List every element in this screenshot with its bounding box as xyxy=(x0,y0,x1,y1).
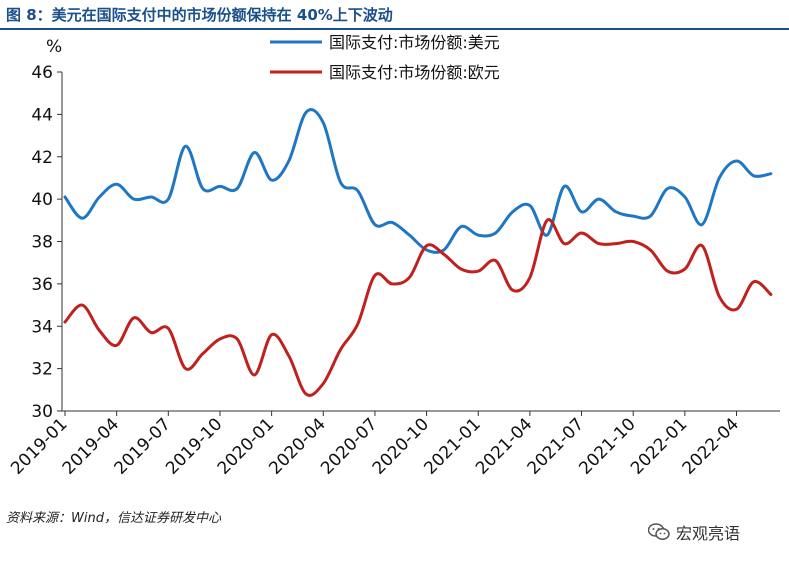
y-tick-label: 40 xyxy=(31,190,53,210)
y-tick-label: 34 xyxy=(31,317,53,337)
x-tick-label: 2021-04 xyxy=(472,414,536,478)
x-tick-label: 2021-01 xyxy=(420,414,484,478)
watermark-text: 宏观亮语 xyxy=(676,524,741,543)
y-tick-label: 44 xyxy=(31,105,53,125)
x-tick-label: 2022-01 xyxy=(627,414,691,478)
x-tick-label: 2021-10 xyxy=(575,414,639,478)
figure-title: 图 8：美元在国际支付中的市场份额保持在 40%上下波动 xyxy=(6,6,393,24)
line-chart: 30 32 34 36 38 40 42 44 46% 2019-012019-042019-07… xyxy=(7,33,780,479)
wechat-icon xyxy=(648,523,670,540)
y-axis-label: % xyxy=(46,37,62,57)
y-tick-label: 36 xyxy=(31,275,53,295)
y-tick-label: 32 xyxy=(31,360,53,380)
y-tick-label: 38 xyxy=(31,233,53,253)
x-tick-label: 2019-01 xyxy=(7,414,71,478)
x-tick-label: 2019-07 xyxy=(110,414,174,478)
watermark: 宏观亮语 xyxy=(648,520,740,544)
x-tick-label: 2020-04 xyxy=(265,414,329,478)
legend-label: 国际支付:市场份额:美元 xyxy=(329,33,500,52)
title-rule xyxy=(0,28,789,30)
x-tick-label: 2020-07 xyxy=(317,414,381,478)
y-tick-label: 46 xyxy=(31,63,53,83)
x-tick-label: 2020-01 xyxy=(214,414,278,478)
x-tick-label: 2022-04 xyxy=(679,414,743,478)
x-tick-label: 2020-10 xyxy=(369,414,433,478)
x-tick-label: 2019-04 xyxy=(59,414,123,478)
y-tick-label: 30 xyxy=(31,402,53,422)
legend-label: 国际支付:市场份额:欧元 xyxy=(329,63,500,82)
y-tick-label: 42 xyxy=(31,148,53,168)
x-tick-label: 2019-10 xyxy=(162,414,226,478)
x-tick-label: 2021-07 xyxy=(524,414,588,478)
series-line-usd xyxy=(63,108,773,254)
series-line-eur xyxy=(63,218,773,397)
source-note: 资料来源：Wind，信达证券研发中心 xyxy=(6,511,221,526)
